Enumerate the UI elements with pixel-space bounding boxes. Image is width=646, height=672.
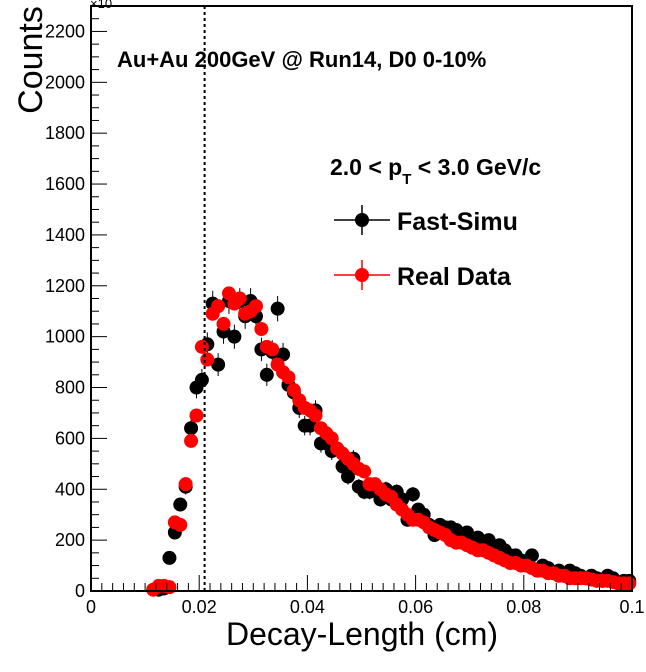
data-point <box>184 421 199 436</box>
data-point <box>216 316 231 331</box>
data-point <box>265 342 280 357</box>
y-tick-label: 2200 <box>45 21 85 41</box>
data-point <box>178 477 193 492</box>
y-tick-label: 1200 <box>45 276 85 296</box>
data-point <box>173 497 188 512</box>
legend-label-real-data: Real Data <box>397 263 512 291</box>
y-tick-label: 0 <box>75 581 85 601</box>
data-point <box>249 299 264 314</box>
y-tick-label: 1400 <box>45 225 85 245</box>
data-point <box>162 550 177 565</box>
x-axis: 0 0.02 0.04 0.06 0.08 0.1 <box>86 575 645 617</box>
data-point <box>194 339 209 354</box>
kinematic-prefix: 2.0 < p <box>330 154 402 180</box>
kinematic-suffix: < 3.0 GeV/c <box>411 154 541 180</box>
y-tick-label: 2000 <box>45 72 85 92</box>
data-point <box>211 357 226 372</box>
x-tick-label: 0.08 <box>506 597 541 617</box>
legend-marker-real-data <box>355 268 369 282</box>
data-point <box>162 580 177 595</box>
plot-area <box>146 286 637 597</box>
data-point <box>254 322 269 337</box>
data-point <box>227 329 242 344</box>
x-tick-label: 0.06 <box>398 597 433 617</box>
data-point <box>194 372 209 387</box>
y-tick-label: 600 <box>55 428 85 448</box>
x-axis-title: Decay-Length (cm) <box>226 616 498 652</box>
x-tick-label: 0.1 <box>619 597 644 617</box>
y-tick-label: 800 <box>55 378 85 398</box>
axis-exponent-label: ×10 <box>90 0 112 11</box>
data-point <box>270 301 285 316</box>
legend-label-fast-simu: Fast-Simu <box>397 208 518 236</box>
legend-marker-fast-simu <box>355 213 369 227</box>
data-point <box>184 433 199 448</box>
y-tick-label: 400 <box>55 479 85 499</box>
data-point <box>622 576 637 591</box>
legend-entry-fast-simu: Fast-Simu <box>334 205 518 236</box>
data-point <box>173 517 188 532</box>
data-point <box>211 299 226 314</box>
x-tick-label: 0.02 <box>182 597 217 617</box>
series-real-data <box>146 286 637 597</box>
legend: Fast-Simu Real Data <box>334 205 518 291</box>
data-point <box>200 352 215 367</box>
data-point <box>259 367 274 382</box>
y-tick-label: 200 <box>55 530 85 550</box>
y-tick-label: 1600 <box>45 174 85 194</box>
data-point <box>357 464 372 479</box>
kinematic-label: 2.0 < pT < 3.0 GeV/c <box>330 154 541 188</box>
x-tick-label: 0.04 <box>290 597 325 617</box>
y-tick-label: 1000 <box>45 327 85 347</box>
data-point <box>308 408 323 423</box>
data-point <box>189 408 204 423</box>
data-point <box>232 291 247 306</box>
data-point <box>405 487 420 502</box>
y-tick-label: 1800 <box>45 123 85 143</box>
y-axis-title: Counts <box>12 6 50 114</box>
y-axis: 0 200 400 600 800 1000 1200 1400 1600 1800 2000 220… <box>45 5 107 601</box>
chart-title: Au+Au 200GeV @ Run14, D0 0-10% <box>117 47 486 72</box>
legend-entry-real-data: Real Data <box>334 260 512 291</box>
kinematic-subscript: T <box>402 171 411 188</box>
data-point <box>281 370 296 385</box>
data-point <box>340 469 355 484</box>
x-tick-label: 0 <box>86 597 96 617</box>
